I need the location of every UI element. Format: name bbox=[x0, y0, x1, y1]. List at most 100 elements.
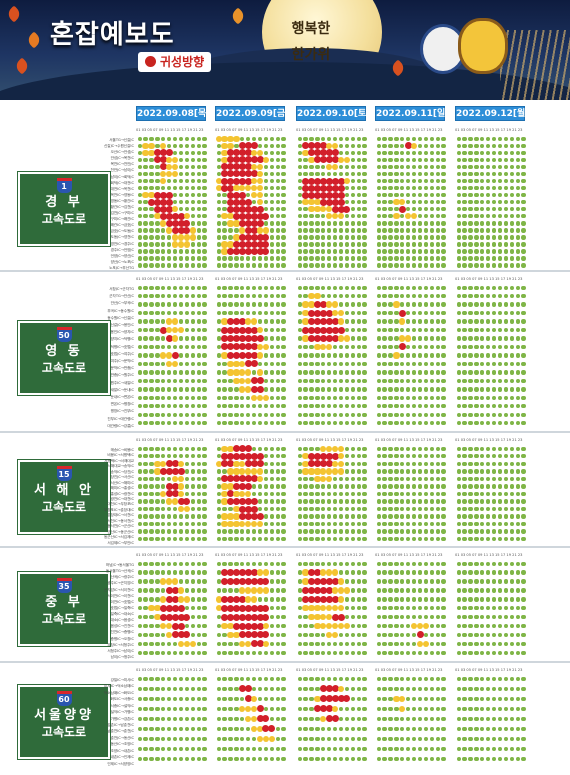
congested-cell bbox=[250, 569, 258, 577]
smooth-cell bbox=[509, 256, 514, 261]
smooth-cell bbox=[155, 536, 160, 542]
smooth-cell bbox=[400, 676, 405, 681]
smooth-cell bbox=[161, 387, 166, 392]
smooth-cell bbox=[332, 726, 338, 731]
smooth-cell bbox=[309, 491, 314, 497]
smooth-cell bbox=[382, 521, 387, 527]
slow-cell bbox=[250, 705, 258, 712]
smooth-cell bbox=[491, 632, 497, 638]
smooth-cell bbox=[503, 506, 509, 512]
road-section-label: 서창JC→군자TG bbox=[109, 287, 134, 291]
smooth-cell bbox=[429, 157, 434, 163]
smooth-cell bbox=[297, 461, 302, 466]
smooth-cell bbox=[137, 579, 142, 584]
smooth-cell bbox=[222, 706, 227, 711]
congested-cell bbox=[227, 318, 234, 326]
smooth-cell bbox=[491, 506, 497, 512]
smooth-cell bbox=[257, 319, 263, 324]
smooth-cell bbox=[468, 421, 473, 426]
road-section-label: 동서울TG→산곡JC bbox=[105, 569, 134, 574]
slow-cell bbox=[221, 149, 228, 156]
smooth-cell bbox=[382, 310, 387, 316]
smooth-cell bbox=[309, 446, 314, 451]
slow-cell bbox=[166, 326, 173, 334]
smooth-cell bbox=[491, 676, 497, 681]
smooth-cell bbox=[411, 650, 417, 655]
smooth-cell bbox=[263, 446, 269, 451]
smooth-cell bbox=[228, 310, 233, 316]
smooth-cell bbox=[474, 235, 479, 240]
smooth-cell bbox=[356, 395, 361, 400]
road-section-label: 남춘천IC→춘천JC bbox=[107, 729, 134, 734]
smooth-cell bbox=[456, 263, 461, 268]
smooth-cell bbox=[344, 597, 350, 602]
smooth-cell bbox=[327, 529, 332, 534]
smooth-cell bbox=[497, 378, 503, 384]
route-shield-icon: 60 bbox=[56, 691, 72, 706]
smooth-cell bbox=[468, 242, 473, 247]
smooth-cell bbox=[216, 491, 221, 497]
congested-cell bbox=[232, 248, 240, 256]
smooth-cell bbox=[143, 499, 148, 504]
smooth-cell bbox=[411, 285, 417, 290]
smooth-cell bbox=[190, 214, 195, 219]
smooth-cell bbox=[196, 378, 201, 384]
smooth-cell bbox=[486, 514, 491, 519]
smooth-cell bbox=[338, 370, 344, 375]
smooth-cell bbox=[480, 361, 485, 367]
smooth-cell bbox=[321, 514, 326, 519]
smooth-cell bbox=[281, 228, 286, 233]
smooth-cell bbox=[350, 256, 355, 261]
smooth-cell bbox=[406, 263, 411, 268]
smooth-cell bbox=[456, 192, 461, 198]
smooth-cell bbox=[480, 446, 485, 451]
smooth-cell bbox=[167, 235, 172, 240]
smooth-cell bbox=[376, 579, 381, 584]
smooth-cell bbox=[190, 606, 195, 611]
smooth-cell bbox=[388, 221, 393, 226]
smooth-cell bbox=[429, 469, 434, 474]
smooth-cell bbox=[196, 353, 201, 358]
smooth-cell bbox=[486, 327, 491, 333]
congested-cell bbox=[262, 240, 270, 248]
smooth-cell bbox=[435, 344, 440, 350]
congested-cell bbox=[232, 198, 240, 206]
slow-cell bbox=[416, 622, 424, 630]
smooth-cell bbox=[281, 632, 286, 638]
smooth-cell bbox=[356, 632, 361, 638]
slow-cell bbox=[320, 475, 327, 483]
slow-cell bbox=[250, 163, 258, 171]
smooth-cell bbox=[246, 676, 251, 681]
smooth-cell bbox=[149, 514, 154, 519]
smooth-cell bbox=[332, 641, 338, 647]
smooth-cell bbox=[468, 623, 473, 629]
smooth-cell bbox=[137, 476, 142, 482]
slow-cell bbox=[326, 605, 333, 612]
smooth-cell bbox=[515, 378, 520, 384]
road-section-label: 안성JC→목천IC bbox=[110, 156, 134, 161]
smooth-cell bbox=[429, 242, 434, 247]
hour-axis-labels: 01 03 05 07 09 11 13 15 17 19 21 23 bbox=[296, 128, 364, 132]
smooth-cell bbox=[222, 529, 227, 534]
smooth-cell bbox=[362, 293, 367, 299]
smooth-cell bbox=[184, 469, 190, 474]
smooth-cell bbox=[190, 302, 195, 307]
smooth-cell bbox=[400, 521, 405, 527]
smooth-cell bbox=[190, 353, 195, 358]
congested-cell bbox=[313, 595, 321, 603]
smooth-cell bbox=[356, 579, 361, 584]
smooth-cell bbox=[172, 746, 178, 751]
road-section-label: 문막IC→만종JC bbox=[110, 366, 134, 371]
smooth-cell bbox=[429, 319, 434, 324]
smooth-cell bbox=[480, 746, 485, 751]
smooth-cell bbox=[263, 461, 269, 466]
smooth-cell bbox=[196, 395, 201, 400]
smooth-cell bbox=[356, 454, 361, 459]
smooth-cell bbox=[388, 606, 393, 611]
slow-cell bbox=[171, 156, 179, 164]
smooth-cell bbox=[321, 756, 326, 761]
slow-cell bbox=[337, 587, 345, 594]
smooth-cell bbox=[515, 344, 520, 350]
smooth-cell bbox=[491, 302, 497, 307]
smooth-cell bbox=[388, 597, 393, 602]
